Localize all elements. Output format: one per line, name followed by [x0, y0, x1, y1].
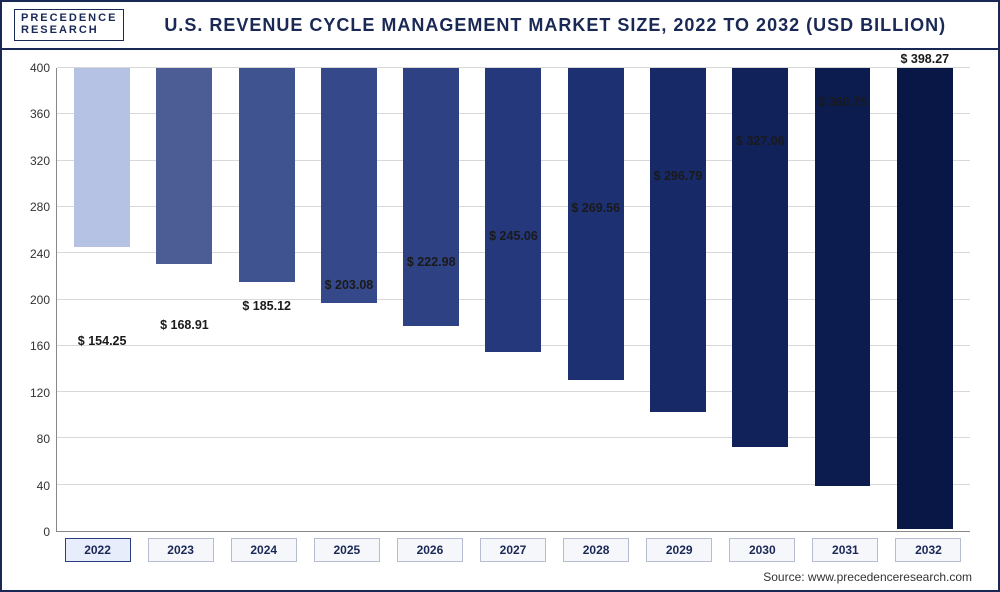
y-tick-label: 240 — [30, 247, 50, 261]
bar — [403, 68, 459, 326]
x-tick-cell: 2029 — [638, 538, 721, 562]
bar-col: $ 203.08 — [308, 68, 390, 531]
bar-col: $ 222.98 — [390, 68, 472, 531]
x-tick-label: 2022 — [65, 538, 131, 562]
bar-col: $ 245.06 — [472, 68, 554, 531]
bar — [156, 68, 212, 264]
x-tick-label: 2026 — [397, 538, 463, 562]
y-tick-label: 360 — [30, 107, 50, 121]
y-tick-label: 120 — [30, 386, 50, 400]
x-tick-label: 2030 — [729, 538, 795, 562]
bar-value-label: $ 360.75 — [801, 95, 883, 109]
y-axis: 04080120160200240280320360400 — [16, 68, 56, 532]
x-tick-label: 2029 — [646, 538, 712, 562]
y-tick-label: 280 — [30, 200, 50, 214]
bar — [650, 68, 706, 412]
x-tick-cell: 2028 — [555, 538, 638, 562]
bar — [74, 68, 130, 247]
bar-col: $ 398.27 — [884, 68, 966, 531]
x-tick-label: 2032 — [895, 538, 961, 562]
y-tick-label: 40 — [37, 479, 50, 493]
x-tick-cell: 2032 — [887, 538, 970, 562]
x-tick-cell: 2025 — [305, 538, 388, 562]
y-tick-label: 200 — [30, 293, 50, 307]
chart-title: U.S. REVENUE CYCLE MANAGEMENT MARKET SIZ… — [124, 15, 986, 36]
bar-col: $ 296.79 — [637, 68, 719, 531]
x-tick-cell: 2022 — [56, 538, 139, 562]
bar — [321, 68, 377, 303]
bar-value-label: $ 296.79 — [637, 169, 719, 183]
bar-value-label: $ 168.91 — [143, 318, 225, 332]
y-tick-label: 80 — [37, 432, 50, 446]
x-tick-label: 2028 — [563, 538, 629, 562]
bar-value-label: $ 398.27 — [884, 52, 966, 66]
x-tick-cell: 2023 — [139, 538, 222, 562]
x-tick-label: 2024 — [231, 538, 297, 562]
bar-col: $ 360.75 — [801, 68, 883, 531]
plot-row: 04080120160200240280320360400 $ 154.25$ … — [16, 68, 970, 532]
bar-col: $ 269.56 — [555, 68, 637, 531]
x-tick-cell: 2030 — [721, 538, 804, 562]
y-tick-label: 0 — [43, 525, 50, 539]
bar-value-label: $ 154.25 — [61, 334, 143, 348]
bar-col: $ 154.25 — [61, 68, 143, 531]
bar-col: $ 185.12 — [226, 68, 308, 531]
x-tick-cell: 2027 — [471, 538, 554, 562]
y-tick-label: 320 — [30, 154, 50, 168]
bar-value-label: $ 222.98 — [390, 255, 472, 269]
bar — [897, 68, 953, 529]
logo-line2: RESEARCH — [21, 25, 117, 37]
y-tick-label: 160 — [30, 339, 50, 353]
source-label: Source: www.precedenceresearch.com — [2, 568, 998, 590]
bar-col: $ 168.91 — [143, 68, 225, 531]
bar-value-label: $ 269.56 — [555, 201, 637, 215]
plot-area: $ 154.25$ 168.91$ 185.12$ 203.08$ 222.98… — [56, 68, 970, 532]
bar-value-label: $ 203.08 — [308, 278, 390, 292]
bar — [815, 68, 871, 486]
bar — [239, 68, 295, 282]
bar — [732, 68, 788, 447]
x-tick-label: 2031 — [812, 538, 878, 562]
x-tick-cell: 2031 — [804, 538, 887, 562]
y-tick-label: 400 — [30, 61, 50, 75]
bars-layer: $ 154.25$ 168.91$ 185.12$ 203.08$ 222.98… — [57, 68, 970, 531]
x-tick-label: 2023 — [148, 538, 214, 562]
logo: PRECEDENCE RESEARCH — [14, 9, 124, 40]
chart-container: PRECEDENCE RESEARCH U.S. REVENUE CYCLE M… — [0, 0, 1000, 592]
bar — [485, 68, 541, 352]
x-axis: 2022 2023 2024 2025 2026 2027 2028 2029 2030 2031… — [56, 532, 970, 562]
bar-col: $ 327.06 — [719, 68, 801, 531]
chart-body: 04080120160200240280320360400 $ 154.25$ … — [2, 50, 998, 568]
x-tick-label: 2025 — [314, 538, 380, 562]
header: PRECEDENCE RESEARCH U.S. REVENUE CYCLE M… — [2, 2, 998, 50]
bar-value-label: $ 327.06 — [719, 134, 801, 148]
bar-value-label: $ 185.12 — [226, 299, 308, 313]
x-tick-cell: 2024 — [222, 538, 305, 562]
x-tick-label: 2027 — [480, 538, 546, 562]
bar-value-label: $ 245.06 — [472, 229, 554, 243]
x-tick-cell: 2026 — [388, 538, 471, 562]
bar — [568, 68, 624, 380]
